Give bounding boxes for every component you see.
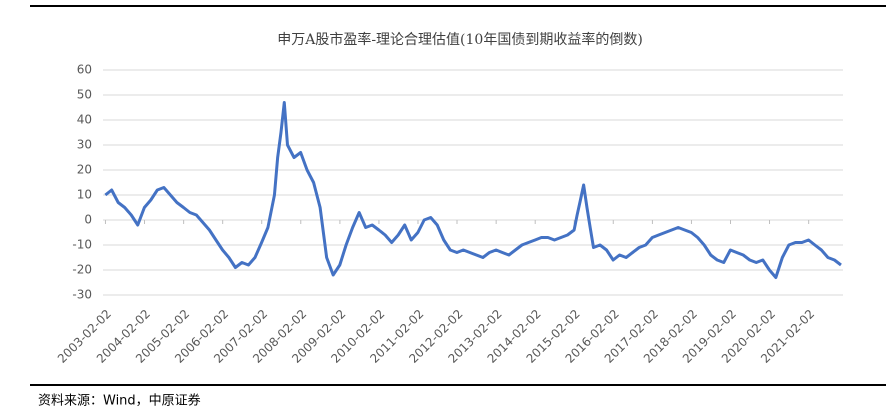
y-tick-label: 60	[77, 63, 92, 77]
data-line	[104, 101, 842, 279]
source-note: 资料来源：Wind，中原证券	[38, 393, 201, 409]
y-tick-label: 10	[77, 188, 92, 202]
y-tick-label: 0	[84, 213, 92, 227]
y-tick-label: -10	[72, 238, 92, 252]
y-tick-label: -30	[72, 288, 92, 302]
y-tick-label: 20	[77, 163, 92, 177]
y-tick-label: -20	[72, 263, 92, 277]
y-tick-label: 30	[77, 138, 92, 152]
y-tick-label: 40	[77, 113, 92, 127]
y-tick-label: 50	[77, 88, 92, 102]
chart-title: 申万A股市盈率-理论合理估值(10年国债到期收益率的倒数)	[277, 31, 643, 48]
